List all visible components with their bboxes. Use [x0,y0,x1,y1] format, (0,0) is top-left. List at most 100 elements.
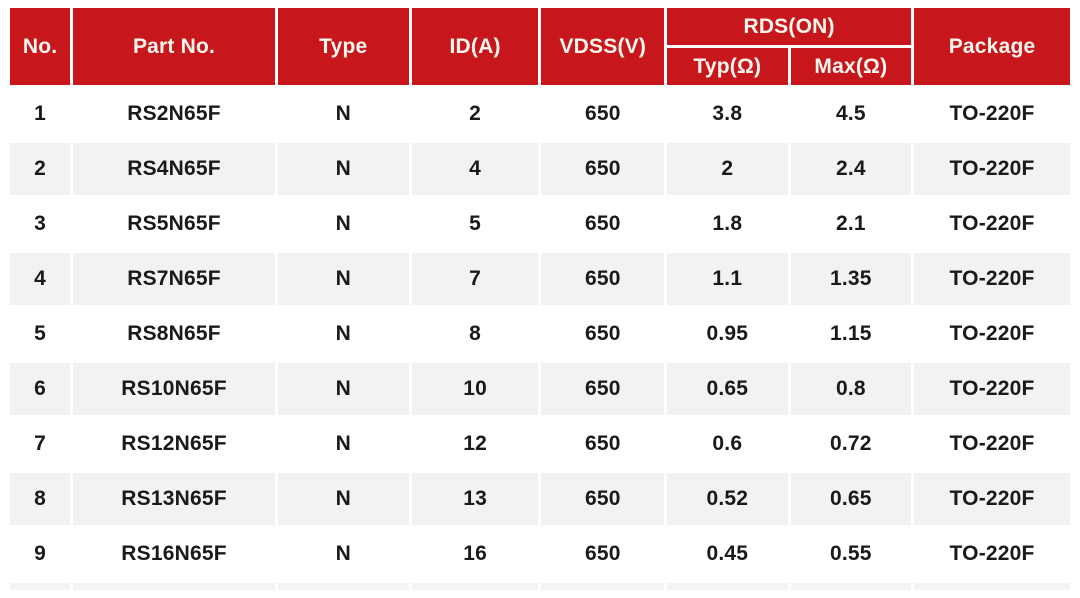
cell-no: 5 [10,308,71,360]
table-row: 9 RS16N65F N 16 650 0.45 0.55 TO-220F [10,528,1070,580]
cell-type: N [277,528,409,580]
cell-type: N [277,473,409,525]
cell-no: 2 [10,143,71,195]
cell-package: TO-220F [914,528,1070,580]
col-header-id: ID(A) [411,8,539,85]
cell-part-no: RS7N65F [73,253,275,305]
cell-id: 2 [411,88,539,140]
cell-rds-max: 0.65 [790,473,912,525]
cell-type: N [277,363,409,415]
cell-rds-typ: 2 [667,143,788,195]
partial-cell [667,583,788,590]
cell-part-no: RS12N65F [73,418,275,470]
cell-id: 16 [411,528,539,580]
cell-vdss: 650 [541,253,665,305]
cell-rds-typ: 0.95 [667,308,788,360]
cell-part-no: RS10N65F [73,363,275,415]
cell-package: TO-220F [914,253,1070,305]
cell-vdss: 650 [541,473,665,525]
table-body: 1 RS2N65F N 2 650 3.8 4.5 TO-220F 2 RS4N… [10,88,1070,590]
cell-part-no: RS13N65F [73,473,275,525]
cell-package: TO-220F [914,198,1070,250]
cell-no: 7 [10,418,71,470]
cell-rds-max: 0.8 [790,363,912,415]
cell-rds-max: 0.55 [790,528,912,580]
cell-package: TO-220F [914,363,1070,415]
table-row: 7 RS12N65F N 12 650 0.6 0.72 TO-220F [10,418,1070,470]
cell-id: 10 [411,363,539,415]
cell-package: TO-220F [914,308,1070,360]
col-header-typ: Typ(Ω) [667,48,788,85]
table-row: 2 RS4N65F N 4 650 2 2.4 TO-220F [10,143,1070,195]
cell-rds-typ: 0.6 [667,418,788,470]
cell-rds-max: 2.1 [790,198,912,250]
cell-type: N [277,88,409,140]
cell-type: N [277,308,409,360]
col-header-vdss: VDSS(V) [541,8,665,85]
cell-part-no: RS2N65F [73,88,275,140]
col-header-rds-on: RDS(ON) [667,8,912,45]
partial-cell [10,583,71,590]
cell-part-no: RS4N65F [73,143,275,195]
cell-rds-max: 4.5 [790,88,912,140]
cell-id: 13 [411,473,539,525]
cell-part-no: RS5N65F [73,198,275,250]
cell-no: 3 [10,198,71,250]
cell-rds-typ: 0.65 [667,363,788,415]
cell-rds-max: 1.35 [790,253,912,305]
table-row: 4 RS7N65F N 7 650 1.1 1.35 TO-220F [10,253,1070,305]
table-header: No. Part No. Type ID(A) VDSS(V) RDS(ON) … [10,8,1070,85]
cell-no: 9 [10,528,71,580]
table-row: 8 RS13N65F N 13 650 0.52 0.65 TO-220F [10,473,1070,525]
col-header-no: No. [10,8,71,85]
cell-no: 4 [10,253,71,305]
cell-no: 8 [10,473,71,525]
cell-vdss: 650 [541,308,665,360]
cell-id: 12 [411,418,539,470]
cell-package: TO-220F [914,418,1070,470]
cell-package: TO-220F [914,473,1070,525]
table-row: 3 RS5N65F N 5 650 1.8 2.1 TO-220F [10,198,1070,250]
table-row: 5 RS8N65F N 8 650 0.95 1.15 TO-220F [10,308,1070,360]
cell-part-no: RS16N65F [73,528,275,580]
col-header-max: Max(Ω) [790,48,912,85]
cell-type: N [277,198,409,250]
cell-vdss: 650 [541,528,665,580]
cell-package: TO-220F [914,143,1070,195]
cell-vdss: 650 [541,88,665,140]
cell-part-no: RS8N65F [73,308,275,360]
cell-no: 1 [10,88,71,140]
cell-id: 8 [411,308,539,360]
cell-vdss: 650 [541,198,665,250]
cell-id: 4 [411,143,539,195]
cell-rds-max: 1.15 [790,308,912,360]
cell-id: 7 [411,253,539,305]
cell-type: N [277,253,409,305]
cell-rds-typ: 3.8 [667,88,788,140]
partial-next-row [10,583,1070,590]
table-row: 1 RS2N65F N 2 650 3.8 4.5 TO-220F [10,88,1070,140]
col-header-part-no: Part No. [73,8,275,85]
cell-rds-typ: 0.45 [667,528,788,580]
header-row-main: No. Part No. Type ID(A) VDSS(V) RDS(ON) … [10,8,1070,85]
partial-cell [277,583,409,590]
partial-cell [411,583,539,590]
cell-rds-typ: 1.8 [667,198,788,250]
cell-vdss: 650 [541,143,665,195]
cell-vdss: 650 [541,418,665,470]
cell-rds-max: 0.72 [790,418,912,470]
cell-no: 6 [10,363,71,415]
cell-vdss: 650 [541,363,665,415]
cell-type: N [277,143,409,195]
cell-rds-typ: 1.1 [667,253,788,305]
mosfet-spec-table: No. Part No. Type ID(A) VDSS(V) RDS(ON) … [7,5,1073,593]
table-row: 6 RS10N65F N 10 650 0.65 0.8 TO-220F [10,363,1070,415]
partial-cell [73,583,275,590]
header-row-sub: Typ(Ω) Max(Ω) [10,48,1070,85]
col-header-package: Package [914,8,1070,85]
partial-cell [541,583,665,590]
cell-id: 5 [411,198,539,250]
partial-cell [914,583,1070,590]
cell-rds-typ: 0.52 [667,473,788,525]
